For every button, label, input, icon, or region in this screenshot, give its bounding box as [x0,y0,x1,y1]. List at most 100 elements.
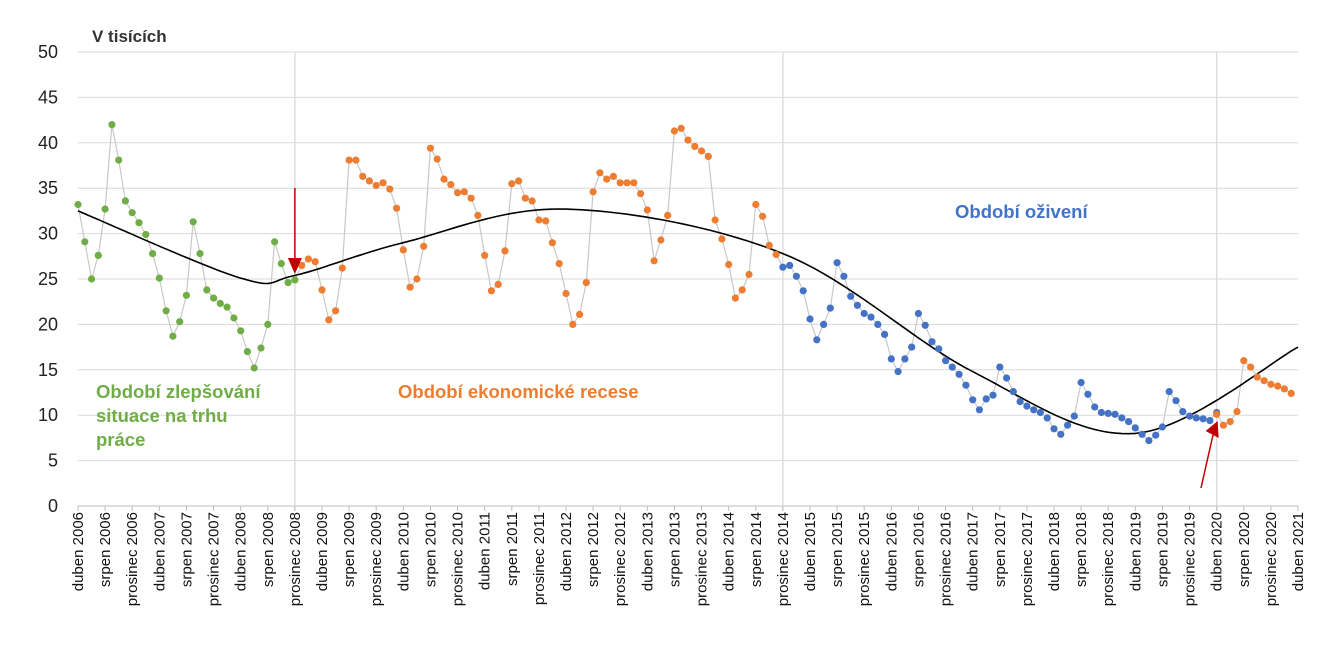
data-point-improvement [101,205,109,213]
x-tick-label: duben 2020 [1209,512,1226,591]
data-point-recovery [1165,388,1173,396]
data-point-recession [725,260,733,269]
data-point-recession [759,212,767,220]
data-point-recession [677,124,685,132]
data-point-recession [569,320,577,328]
data-point-recession [745,270,753,279]
data-point-recession [379,179,387,187]
data-point-recession [426,144,434,152]
data-point-recession [596,169,604,177]
data-point-recovery [1131,424,1139,432]
data-point-recession [765,241,773,249]
x-tick-label: srpen 2016 [910,512,927,587]
data-point-recovery [928,338,936,346]
data-point-recovery [867,313,875,321]
data-point-recession [576,310,584,318]
data-point-recession [555,260,563,268]
data-point-recession [698,147,706,155]
data-point-recession [630,179,638,187]
data-point-recession [542,217,550,225]
data-point-recovery [942,357,950,365]
data-point-improvement [162,307,170,315]
data-point-recovery [820,320,828,328]
data-point-recovery [833,259,841,267]
data-point-improvement [81,238,89,246]
data-point-recovery [901,355,909,363]
x-tick-label: duben 2014 [721,512,738,591]
data-point-recovery [1206,417,1214,425]
data-point-recession [433,155,441,163]
data-point-improvement [237,327,245,335]
x-tick-label: srpen 2017 [992,512,1009,587]
x-tick-label: srpen 2010 [422,512,439,587]
x-tick-label: prosinec 2007 [206,512,223,606]
data-point-recession [304,255,312,263]
x-tick-label: duben 2018 [1046,512,1063,591]
data-point-recovery [1036,408,1044,417]
phase-annotations: Období zlepšování situace na trhu práce Obd… [96,201,1088,450]
data-point-recovery [799,287,807,295]
data-point-recovery [1050,425,1058,433]
data-point-recovery [1064,421,1072,429]
data-point-recession [664,211,672,219]
data-point-recovery [908,343,916,351]
data-point-recovery [874,320,882,328]
data-point-recovery [1097,408,1105,417]
data-point-recession [460,188,468,196]
data-point-recovery [1111,410,1119,418]
data-point-recession [494,280,502,288]
data-point-recession [372,181,380,190]
data-point-recession [413,275,421,283]
data-point-recession [521,194,529,202]
x-tick-label: duben 2009 [314,512,331,591]
data-point-recession [1219,421,1227,429]
data-point-recession [1280,385,1288,393]
data-point-improvement [284,279,292,287]
data-point-recovery [1104,409,1112,417]
data-point-improvement [277,260,285,268]
data-point-recovery [1145,437,1153,445]
data-point-recession [332,307,340,315]
x-tick-label: srpen 2014 [748,512,765,587]
data-point-recession [637,190,645,198]
data-point-recovery [1179,408,1187,416]
x-tick-label: prosinec 2011 [531,512,548,605]
data-point-recovery [1016,398,1024,406]
data-point-recession [508,180,516,188]
data-point-improvement [94,251,102,259]
data-point-recovery [887,355,895,363]
annotation-improvement: práce [96,429,145,450]
data-point-recovery [1077,378,1085,387]
data-point-recession [1226,418,1234,426]
x-tick-label: duben 2015 [802,512,819,591]
x-tick-label: prosinec 2012 [612,512,629,606]
x-tick-label: srpen 2008 [260,512,277,587]
data-point-recovery [1057,430,1065,438]
data-point-recovery [806,315,814,323]
x-tick-label: prosinec 2009 [368,512,385,606]
x-tick-label: duben 2017 [965,512,982,591]
data-point-recession [589,188,597,196]
data-point-recovery [969,396,977,404]
data-point-recovery [1125,418,1133,426]
data-point-improvement [74,200,82,209]
data-point-recovery [948,363,956,371]
trend-line [77,208,1299,435]
data-point-improvement [142,230,150,239]
data-point-recession [440,175,448,183]
data-point-recession [582,279,590,287]
data-point-recession [399,246,407,254]
data-points [74,121,1295,445]
x-tick-label: srpen 2009 [341,512,358,587]
data-point-recovery [840,272,848,280]
data-point-recession [711,216,719,224]
data-point-recession [1240,357,1248,365]
trend-curve [77,208,1299,435]
data-point-improvement [189,218,197,226]
y-axis-ticks: 0 5 10 15 20 25 30 35 40 45 50 [38,42,58,516]
data-point-recession [359,172,367,180]
x-tick-label: prosinec 2006 [124,512,141,606]
data-point-recession [535,216,543,224]
arrow-head [1205,421,1219,438]
